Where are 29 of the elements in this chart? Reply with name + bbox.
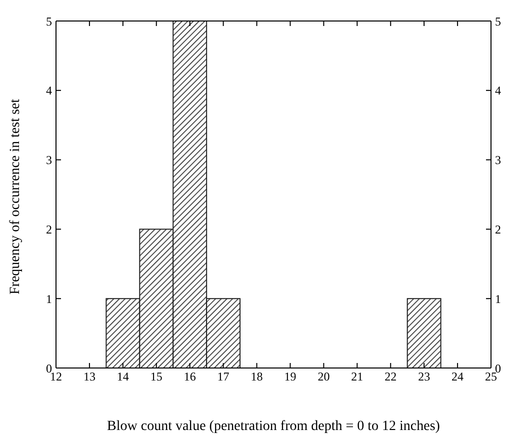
y-tick-label: 3 [46, 153, 52, 168]
x-tick-label: 17 [217, 370, 230, 384]
y2-tick-label: 1 [495, 292, 501, 306]
x-tick-label: 13 [83, 370, 96, 384]
x-tick-label: 15 [150, 370, 162, 384]
x-tick-label: 19 [284, 370, 296, 384]
y-tick-label: 4 [46, 84, 52, 98]
x-tick-label: 21 [351, 370, 364, 384]
x-tick-label: 24 [452, 370, 464, 384]
x-axis-title: Blow count value (penetration from depth = 0 to 12 inches) [107, 419, 440, 434]
y2-tick-label: 2 [495, 222, 501, 236]
bar [406, 298, 442, 368]
y-tick-label: 2 [46, 222, 52, 236]
y-tick-label: 1 [46, 292, 52, 306]
x-tick-label: 23 [418, 370, 430, 384]
x-tick-label: 20 [318, 370, 330, 384]
y2-tick-label: 5 [495, 14, 501, 28]
x-tick-label: 22 [384, 370, 397, 384]
y-tick-label: 5 [46, 14, 52, 28]
y-axis-title: Frequency of occurrence in test set [8, 98, 23, 294]
x-tick-label: 16 [184, 370, 196, 384]
x-tick-label: 12 [50, 370, 62, 384]
x-tick-label: 18 [250, 370, 263, 384]
y2-tick-label: 0 [495, 361, 501, 376]
x-tick-label: 14 [116, 370, 129, 384]
x-tick-label: 25 [485, 370, 497, 384]
y2-tick-label: 4 [495, 84, 501, 98]
y2-tick-label: 3 [495, 153, 501, 168]
y-tick-label: 0 [46, 361, 52, 376]
